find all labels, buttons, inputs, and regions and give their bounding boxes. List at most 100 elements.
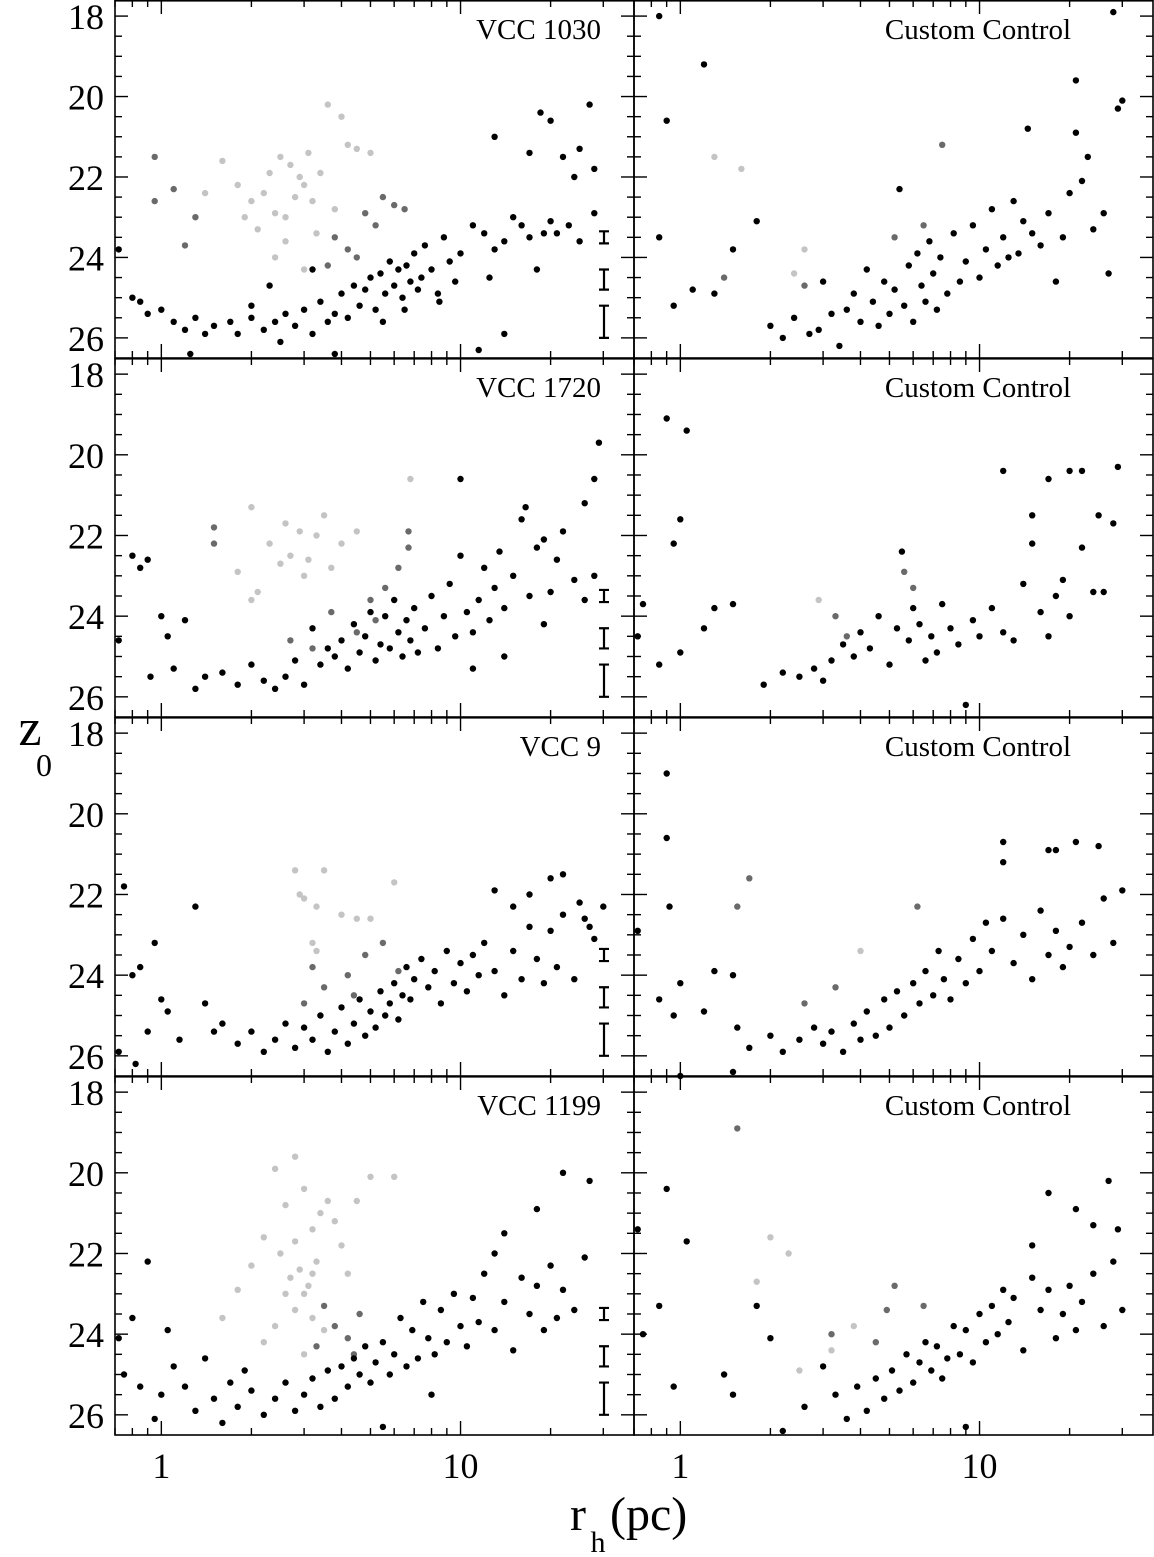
point-black bbox=[565, 222, 572, 229]
point-black bbox=[910, 318, 917, 325]
point-black bbox=[656, 661, 663, 668]
point-black bbox=[309, 1375, 316, 1382]
point-black bbox=[414, 649, 422, 656]
point-black bbox=[910, 604, 917, 612]
y-axis-label: z bbox=[18, 700, 41, 757]
point-black bbox=[450, 980, 458, 987]
point-black bbox=[600, 903, 607, 910]
point-black bbox=[1078, 177, 1086, 185]
point-gray bbox=[920, 222, 927, 229]
y-tick-label: 26 bbox=[68, 1037, 104, 1077]
point-black bbox=[988, 1302, 996, 1310]
point-black bbox=[421, 242, 429, 249]
point-black bbox=[677, 516, 684, 523]
point-light bbox=[767, 1234, 774, 1241]
point-gray bbox=[801, 1000, 808, 1007]
point-black bbox=[1059, 963, 1067, 971]
y-tick-label: 20 bbox=[68, 436, 104, 476]
point-black bbox=[1095, 842, 1102, 850]
point-black bbox=[395, 1016, 402, 1023]
y-tick-label: 18 bbox=[68, 714, 104, 754]
panel-title: Custom Control bbox=[885, 372, 1071, 404]
point-black bbox=[779, 1048, 786, 1056]
point-black bbox=[790, 314, 798, 321]
panel-row2-right: Custom Control bbox=[633, 357, 1154, 718]
point-gray bbox=[379, 193, 387, 201]
panel-row4-right: Custom Control 1 10 bbox=[633, 1072, 1154, 1486]
point-black bbox=[469, 629, 477, 636]
point-black bbox=[399, 653, 406, 660]
point-black bbox=[469, 951, 477, 959]
point-black bbox=[1078, 1298, 1086, 1306]
point-black bbox=[496, 548, 503, 555]
point-black bbox=[181, 1383, 189, 1390]
point-black bbox=[144, 1028, 151, 1035]
point-black bbox=[586, 923, 593, 930]
point-gray bbox=[367, 596, 374, 604]
point-black bbox=[930, 270, 937, 277]
point-black bbox=[522, 504, 529, 511]
point-black bbox=[1072, 1326, 1080, 1334]
point-black bbox=[300, 1391, 308, 1398]
point-black bbox=[475, 1318, 482, 1326]
point-black bbox=[576, 238, 583, 245]
point-light bbox=[367, 149, 374, 157]
point-light bbox=[254, 226, 261, 233]
point-black bbox=[947, 625, 954, 632]
point-black bbox=[501, 992, 508, 999]
point-black bbox=[976, 967, 983, 975]
point-black bbox=[181, 326, 189, 333]
error-bar bbox=[599, 1381, 609, 1416]
point-gray bbox=[372, 222, 379, 229]
point-black bbox=[779, 669, 786, 676]
point-light bbox=[317, 169, 324, 177]
point-black bbox=[379, 1339, 387, 1346]
point-black bbox=[547, 927, 554, 934]
point-black bbox=[940, 976, 948, 983]
point-black bbox=[1059, 1310, 1067, 1318]
point-black bbox=[571, 576, 578, 584]
point-black bbox=[753, 1302, 760, 1310]
point-black bbox=[362, 1032, 369, 1039]
point-black bbox=[591, 475, 598, 483]
point-black bbox=[372, 1024, 379, 1031]
point-black bbox=[944, 290, 951, 297]
point-black bbox=[881, 996, 888, 1003]
y-tick-label: 24 bbox=[68, 597, 104, 637]
point-black bbox=[872, 1032, 879, 1039]
point-black bbox=[403, 963, 410, 971]
point-black bbox=[324, 1367, 331, 1374]
point-black bbox=[969, 935, 977, 943]
point-black bbox=[434, 645, 442, 652]
point-black bbox=[1114, 105, 1122, 112]
point-black bbox=[581, 500, 588, 507]
point-black bbox=[1029, 540, 1036, 547]
point-black bbox=[939, 1375, 946, 1382]
point-black bbox=[935, 947, 942, 955]
point-black bbox=[806, 330, 813, 338]
point-black bbox=[922, 1339, 929, 1346]
point-black bbox=[1119, 887, 1126, 894]
point-black bbox=[581, 596, 588, 604]
point-black bbox=[271, 318, 279, 325]
point-black bbox=[595, 439, 603, 446]
panel-row3-right: Custom Control bbox=[633, 716, 1154, 1077]
point-black bbox=[436, 298, 443, 305]
point-black bbox=[115, 1048, 122, 1056]
point-gray bbox=[382, 584, 389, 592]
point-gray bbox=[901, 568, 908, 575]
point-light bbox=[324, 1197, 331, 1205]
point-light bbox=[260, 1339, 267, 1346]
panel-row4-left: VCC 1199 18 20 22 24 26 1 10 bbox=[68, 1073, 635, 1486]
point-black bbox=[1037, 1306, 1044, 1314]
point-black bbox=[767, 1335, 774, 1342]
point-black bbox=[1020, 1347, 1027, 1354]
point-black bbox=[559, 911, 567, 918]
point-black bbox=[1084, 153, 1092, 161]
point-black bbox=[677, 980, 684, 987]
point-black bbox=[192, 685, 199, 692]
point-black bbox=[1020, 931, 1027, 938]
point-black bbox=[1100, 588, 1107, 596]
point-black bbox=[801, 1403, 808, 1411]
point-gray bbox=[192, 214, 199, 221]
